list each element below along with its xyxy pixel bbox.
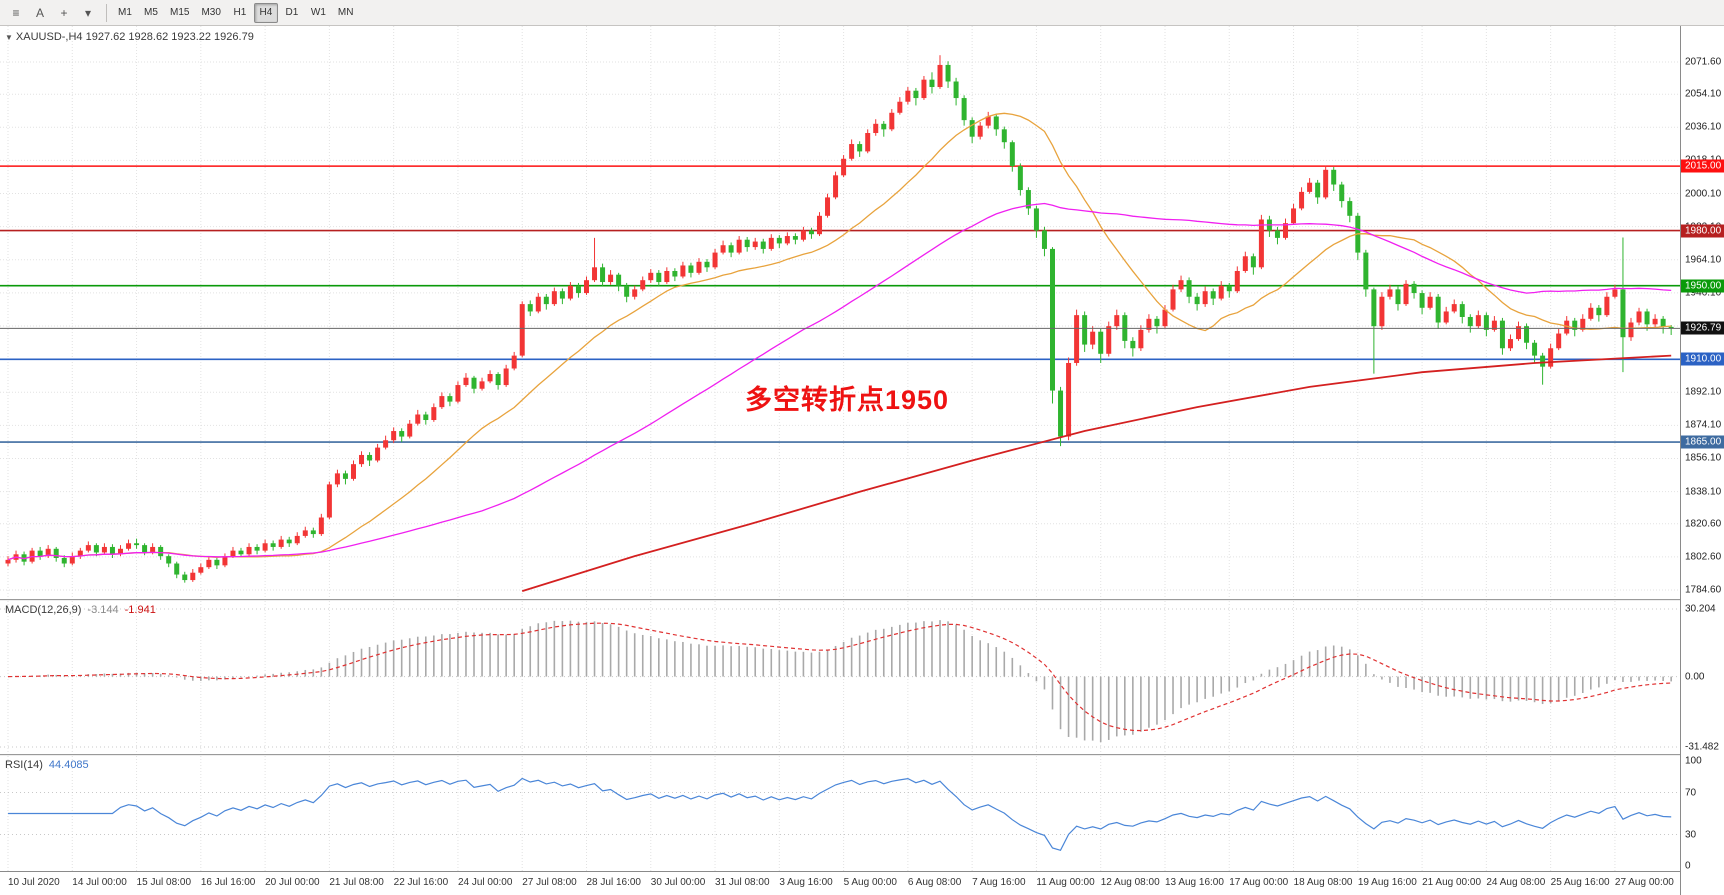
price-tick: 2000.10 <box>1685 188 1722 200</box>
date-label: 30 Jul 00:00 <box>650 877 706 888</box>
date-label: 21 Jul 08:00 <box>329 877 384 888</box>
crosshair-tool-icon[interactable]: + <box>60 5 68 20</box>
level-badge-1950.00: 1950.00 <box>1681 279 1724 293</box>
cursor-tool-icon[interactable]: A <box>35 5 44 20</box>
rsi-label: RSI(14) 44.4085 <box>5 759 89 771</box>
timeframe-m1[interactable]: M1 <box>118 7 132 18</box>
macd-axis-label: 30.204 <box>1685 603 1716 615</box>
price-tick: 1820.60 <box>1685 518 1722 530</box>
price-tick: 1964.10 <box>1685 254 1722 266</box>
timeframe-m30[interactable]: M30 <box>201 7 221 18</box>
price-scale[interactable]: 2071.602054.102036.102018.102000.101982.… <box>1680 26 1724 895</box>
date-label: 25 Aug 16:00 <box>1550 877 1610 888</box>
date-label: 17 Aug 00:00 <box>1229 877 1289 888</box>
timeframe-mn[interactable]: MN <box>337 7 354 18</box>
chart-annotation: 多空转折点1950 <box>745 385 950 415</box>
date-label: 24 Jul 00:00 <box>457 877 513 888</box>
date-label: 3 Aug 16:00 <box>779 877 833 888</box>
candlestick-chart[interactable] <box>0 26 1680 599</box>
price-tick: 1946.10 <box>1685 287 1722 299</box>
price-tick: 2054.10 <box>1685 88 1722 100</box>
symbol-dropdown-icon[interactable]: ▼ <box>5 33 13 42</box>
date-label: 18 Aug 08:00 <box>1293 877 1353 888</box>
date-label: 5 Aug 00:00 <box>843 877 897 888</box>
indicators-dropdown-icon[interactable]: ▾ <box>84 5 92 20</box>
main-chart-panel[interactable]: ▼ XAUUSD-,H4 1927.62 1928.62 1923.22 1926… <box>0 26 1680 599</box>
timeframe-toolbar: M1 M5 M15 M30 H1 H4 D1 W1 MN <box>113 2 358 23</box>
timeframe-h1[interactable]: H1 <box>233 7 247 18</box>
rsi-chart[interactable] <box>0 756 1680 871</box>
current-price-badge: 1926.79 <box>1681 321 1724 335</box>
date-label: 21 Aug 00:00 <box>1422 877 1482 888</box>
timeframe-m15[interactable]: M15 <box>170 7 190 18</box>
timeframe-w1[interactable]: W1 <box>310 7 326 18</box>
date-label: 7 Aug 16:00 <box>972 877 1026 888</box>
date-label: 16 Jul 16:00 <box>200 877 256 888</box>
macd-signal-value: -1.941 <box>124 604 156 616</box>
macd-main-value: -3.144 <box>87 604 119 616</box>
price-tick: 1802.60 <box>1685 551 1722 563</box>
toolbar: ≡ A + ▾ M1 M5 M15 M30 H1 H4 D1 W1 MN <box>0 0 1724 26</box>
rsi-value: 44.4085 <box>48 759 89 771</box>
date-label: 31 Jul 08:00 <box>715 877 770 888</box>
ma-fast-line <box>7 112 1672 561</box>
panel-splitter[interactable] <box>0 599 1724 601</box>
chart-title: ▼ XAUUSD-,H4 1927.62 1928.62 1923.22 1926… <box>5 31 254 43</box>
toolbar-separator <box>106 3 107 22</box>
macd-label: MACD(12,26,9) -3.144 -1.941 <box>5 604 156 616</box>
macd-signal-line <box>7 622 1672 732</box>
date-label: 15 Jul 08:00 <box>136 877 192 888</box>
date-label: 13 Aug 16:00 <box>1164 877 1224 888</box>
macd-panel[interactable]: MACD(12,26,9) -3.144 -1.941 <box>0 601 1680 754</box>
date-label: 19 Aug 16:00 <box>1357 877 1417 888</box>
rsi-axis-label: 0 <box>1685 860 1691 872</box>
rsi-axis-label: 100 <box>1685 755 1702 767</box>
rsi-line <box>8 777 1672 852</box>
price-tick: 1856.10 <box>1685 452 1722 464</box>
chart-title-text: XAUUSD-,H4 1927.62 1928.62 1923.22 1926.… <box>15 31 254 43</box>
timeframe-d1[interactable]: D1 <box>285 7 299 18</box>
price-tick: 1838.10 <box>1685 486 1722 498</box>
toolbar-icons: ≡ A + ▾ <box>4 3 100 23</box>
macd-histogram <box>15 620 1672 743</box>
ma-slow-line <box>7 202 1672 561</box>
date-label: 10 Jul 2020 <box>8 877 60 888</box>
rsi-panel[interactable]: RSI(14) 44.4085 <box>0 756 1680 871</box>
date-label: 11 Aug 00:00 <box>1036 877 1095 888</box>
date-label: 12 Aug 08:00 <box>1100 877 1160 888</box>
date-label: 20 Jul 00:00 <box>265 877 320 888</box>
price-tick: 1874.10 <box>1685 419 1722 431</box>
rsi-axis-label: 30 <box>1685 829 1697 840</box>
date-label: 27 Aug 00:00 <box>1614 877 1674 888</box>
ma-trend-line <box>521 354 1672 592</box>
price-tick: 1892.10 <box>1685 386 1722 398</box>
price-tick: 2071.60 <box>1685 56 1722 68</box>
timeframe-m5[interactable]: M5 <box>144 7 158 18</box>
date-label: 28 Jul 16:00 <box>586 877 641 888</box>
level-badge-1910.00: 1910.00 <box>1681 352 1724 366</box>
date-axis[interactable]: 10 Jul 2020 14 Jul 00:00 15 Jul 08:00 16 Ju… <box>0 871 1680 895</box>
level-badge-2015.00: 2015.00 <box>1681 159 1724 173</box>
panel-splitter[interactable] <box>0 754 1724 756</box>
macd-chart[interactable] <box>0 601 1680 754</box>
macd-name: MACD(12,26,9) <box>5 604 82 616</box>
date-label: 24 Aug 08:00 <box>1486 877 1546 888</box>
macd-axis-label: -31.482 <box>1685 741 1719 753</box>
macd-axis-label: 0.00 <box>1685 671 1705 683</box>
price-tick: 1784.60 <box>1685 584 1722 596</box>
date-label: 14 Jul 00:00 <box>72 877 127 888</box>
price-tick: 2036.10 <box>1685 121 1722 133</box>
date-label: 27 Jul 08:00 <box>522 877 577 888</box>
level-badge-1865.00: 1865.00 <box>1681 435 1724 449</box>
rsi-name: RSI(14) <box>5 759 43 771</box>
rsi-axis-label: 70 <box>1685 787 1697 798</box>
level-badge-1980.00: 1980.00 <box>1681 224 1724 238</box>
candles <box>5 55 1674 583</box>
timeframe-h4[interactable]: H4 <box>253 2 278 23</box>
date-label: 6 Aug 08:00 <box>907 877 962 888</box>
charts-grid-icon[interactable]: ≡ <box>12 5 20 20</box>
date-label: 22 Jul 16:00 <box>393 877 449 888</box>
